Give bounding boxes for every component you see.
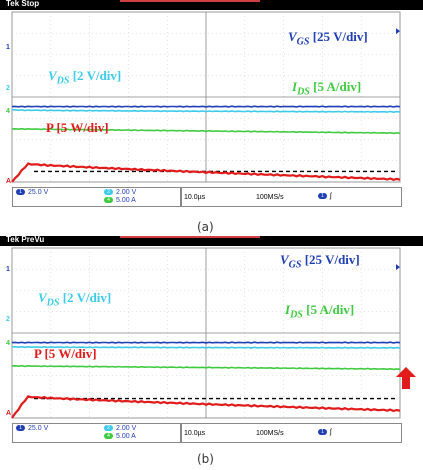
caption-b: (b) — [197, 452, 214, 466]
ch4-setting: 4 5.00 A — [104, 433, 136, 440]
status-text: Tek PreVu — [6, 235, 45, 244]
vds-label: VDS [2 V/div] — [48, 68, 122, 87]
scope-panel-b: Tek PreVu 1 2 4 A VGS [25 V/div] VDS [2 … — [0, 235, 423, 448]
ch2-badge: 2 — [104, 425, 113, 432]
power-trace — [11, 162, 401, 183]
increase-arrow-icon — [396, 367, 416, 389]
ch2-ground-marker: 2 — [6, 85, 10, 92]
power-label: P [5 W/div] — [34, 346, 97, 361]
status-text: Tek Stop — [6, 0, 40, 8]
ch1-badge: 1 — [16, 425, 25, 432]
ch4-value: 5.00 A — [116, 197, 136, 204]
ch1-value: 25.0 V — [28, 189, 49, 196]
timebase: 10.0µs — [184, 194, 206, 201]
status-bar: Tek Stop — [0, 0, 423, 10]
ch1-setting: 1 25.0 V — [16, 189, 48, 196]
scope-screen — [11, 11, 401, 183]
ch2-setting: 2 2.00 V — [104, 189, 136, 196]
sample-rate: 100MS/s — [256, 194, 284, 201]
ch1-ground-marker: 1 — [6, 266, 10, 273]
ch1-ground-marker: 1 — [6, 44, 10, 51]
channel-settings-box — [12, 423, 182, 443]
ch2-value: 2.00 V — [116, 425, 137, 432]
trigger-level-marker — [396, 264, 400, 271]
ch4-ground-marker: 4 — [6, 340, 10, 347]
scope-panel-a: Tek Stop 1 2 4 A VGS [25 V/div] VDS [2 V… — [0, 0, 423, 212]
scope-screen — [11, 247, 401, 419]
ch4-setting: 4 5.00 A — [104, 197, 136, 204]
settings-bar: 1 25.0 V 2 2.00 V 4 5.00 A 10.0µs 100MS/s 1… — [0, 186, 423, 207]
ch4-badge: 4 — [104, 197, 113, 204]
power-trace — [11, 395, 401, 419]
math-ground-marker: A — [6, 178, 12, 185]
ch2-value: 2.00 V — [116, 189, 137, 196]
vgs-trace — [11, 341, 401, 344]
rising-edge-icon: ʃ — [330, 193, 332, 200]
status-marker — [120, 236, 260, 238]
status-bar: Tek PreVu — [0, 235, 423, 246]
vds-label: VDS [2 V/div] — [38, 290, 112, 309]
trigger-badge: 1 — [318, 429, 327, 436]
ch1-setting: 1 25.0 V — [16, 425, 48, 432]
trigger-level-marker — [396, 28, 400, 35]
ch2-setting: 2 2.00 V — [104, 425, 136, 432]
vds-trace — [12, 108, 401, 114]
timebase-box — [180, 187, 402, 207]
ids-label: IDS [5 A/div] — [292, 79, 362, 98]
rising-edge-icon: ʃ — [330, 429, 332, 436]
ch1-value: 25.0 V — [28, 425, 49, 432]
vds-trace — [12, 345, 401, 350]
ch4-badge: 4 — [104, 433, 113, 440]
vgs-label: VGS [25 V/div] — [280, 252, 360, 271]
ch1-badge: 1 — [16, 189, 25, 196]
timebase-box — [180, 423, 402, 443]
math-ground-marker: A — [6, 410, 12, 417]
power-label: P [5 W/div] — [46, 120, 109, 135]
settings-bar: 1 25.0 V 2 2.00 V 4 5.00 A 10.0µs 100MS/s 1… — [0, 422, 423, 443]
caption-a: (a) — [197, 220, 214, 234]
channel-settings-box — [12, 187, 182, 207]
vgs-trace — [11, 105, 401, 108]
status-marker — [120, 0, 260, 2]
sample-rate: 100MS/s — [256, 430, 284, 437]
ids-label: IDS [5 A/div] — [285, 302, 355, 321]
ch4-ground-marker: 4 — [6, 108, 10, 115]
timebase: 10.0µs — [184, 430, 206, 437]
ids-trace — [11, 364, 401, 371]
ids-trace — [11, 127, 401, 135]
vgs-label: VGS [25 V/div] — [288, 29, 368, 48]
trigger-badge: 1 — [318, 193, 327, 200]
ch2-ground-marker: 2 — [6, 316, 10, 323]
ch4-value: 5.00 A — [116, 433, 136, 440]
ch2-badge: 2 — [104, 189, 113, 196]
